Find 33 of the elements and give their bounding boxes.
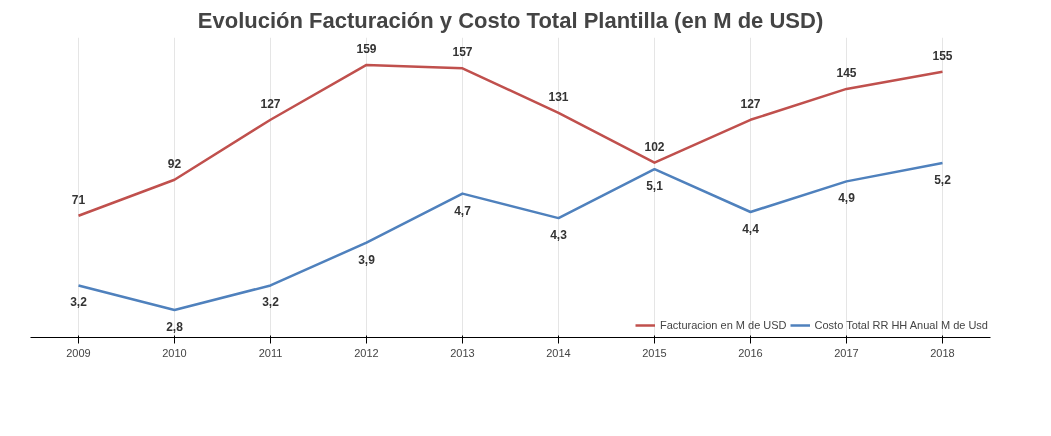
data-label: 5,2: [934, 173, 952, 188]
x-tick-label: 2009: [66, 346, 91, 359]
data-label: 3,9: [358, 252, 376, 267]
x-tick-label: 2014: [546, 346, 571, 359]
data-label: 131: [548, 89, 569, 104]
legend-label: Costo Total RR HH Anual M de Usd: [814, 319, 988, 331]
data-label: 157: [452, 45, 473, 60]
data-label: 102: [644, 139, 665, 154]
data-label: 4,7: [454, 203, 472, 218]
data-label: 92: [167, 156, 182, 171]
legend-label: Facturacion en M de USD: [660, 319, 787, 331]
x-tick-label: 2015: [642, 346, 667, 359]
data-label: 2,8: [166, 319, 184, 334]
data-label: 159: [356, 41, 377, 56]
data-label: 71: [71, 192, 86, 207]
data-label: 5,1: [646, 179, 664, 194]
x-tick-label: 2013: [450, 346, 475, 359]
data-label: 4,9: [838, 191, 856, 206]
data-label: 4,3: [550, 228, 568, 243]
data-label: 145: [836, 65, 857, 80]
data-label: 3,2: [70, 295, 88, 310]
data-label: 3,2: [262, 295, 280, 310]
x-tick-label: 2017: [834, 346, 859, 359]
x-tick-label: 2018: [930, 346, 955, 359]
x-tick-label: 2010: [162, 346, 187, 359]
x-tick-label: 2012: [354, 346, 379, 359]
x-tick-label: 2016: [738, 346, 763, 359]
data-label: 155: [932, 48, 953, 63]
data-label: 127: [740, 96, 761, 111]
data-label: 4,4: [742, 221, 760, 236]
x-tick-label: 2011: [258, 346, 283, 359]
chart-title: Evolución Facturación y Costo Total Plantilla (en M de USD): [197, 7, 824, 33]
data-label: 127: [260, 96, 281, 111]
